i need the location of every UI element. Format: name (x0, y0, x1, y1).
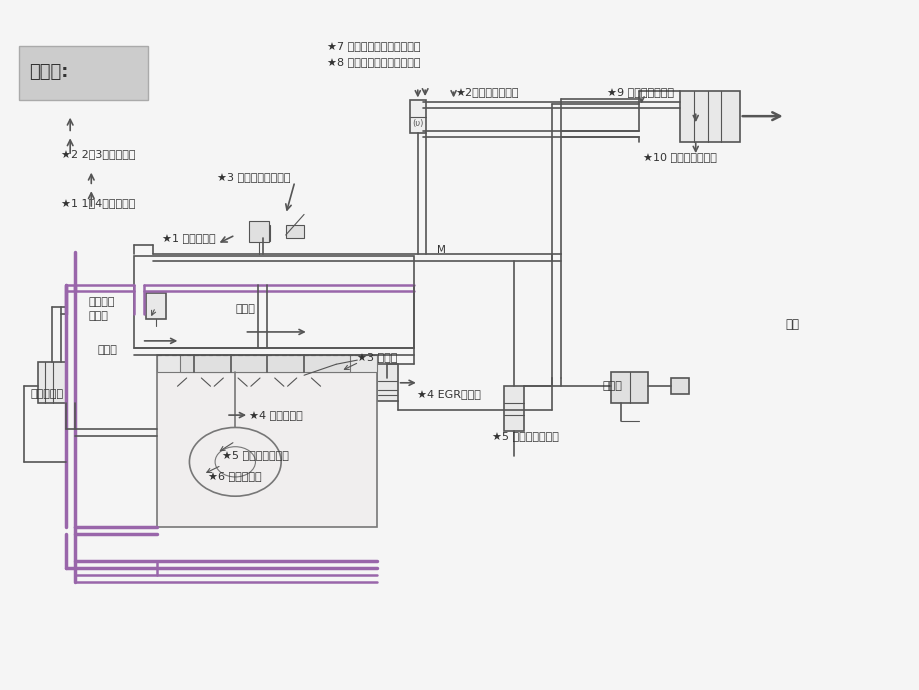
Text: M: M (437, 245, 446, 255)
Bar (146, 293, 166, 319)
Bar (180, 355, 349, 373)
Bar (504, 386, 524, 431)
Bar (38, 362, 65, 404)
Bar (185, 370, 203, 378)
Bar (157, 355, 377, 527)
Text: ★1 1，4缸氧传感器: ★1 1，4缸氧传感器 (61, 199, 135, 208)
Bar (670, 378, 688, 395)
Text: ★5 曲轴角度传感器: ★5 曲轴角度传感器 (221, 450, 288, 460)
Text: 位置图:: 位置图: (28, 63, 68, 81)
Text: (υ): (υ) (412, 119, 423, 128)
Bar (409, 100, 425, 133)
Text: ★3 喷油器: ★3 喷油器 (357, 353, 397, 362)
Text: ★4 水温传感器: ★4 水温传感器 (249, 410, 302, 420)
Bar (679, 90, 739, 142)
Bar (295, 370, 312, 378)
Text: 燃油压力: 燃油压力 (88, 297, 115, 307)
Text: ★1 机油调节阀: ★1 机油调节阀 (162, 233, 215, 244)
FancyBboxPatch shape (18, 46, 148, 99)
Text: 触媒转换器: 触媒转换器 (30, 389, 63, 400)
Bar (611, 373, 647, 404)
Text: 空气: 空气 (785, 318, 799, 331)
Text: 调节器: 调节器 (88, 311, 108, 321)
Bar (377, 364, 397, 402)
Text: ★4 EGR电磁阀: ★4 EGR电磁阀 (416, 389, 481, 400)
Text: ★3 凸轮轴位置传感器: ★3 凸轮轴位置传感器 (217, 172, 290, 181)
Bar (258, 370, 277, 378)
Bar (286, 225, 304, 239)
Text: 过滤器: 过滤器 (602, 382, 621, 391)
Text: ★5 净化控制电磁阀: ★5 净化控制电磁阀 (492, 431, 559, 441)
Text: ★2节气门伺服系统: ★2节气门伺服系统 (455, 87, 518, 97)
Text: 到油箱: 到油箱 (97, 345, 118, 355)
Bar (249, 221, 269, 242)
Bar (134, 257, 414, 348)
Bar (157, 355, 377, 373)
Bar (256, 226, 270, 241)
Text: 从油泵: 从油泵 (235, 304, 255, 313)
Text: ★10 空气流量传感器: ★10 空气流量传感器 (642, 152, 717, 162)
Text: ★8 节气门位置传感器（副）: ★8 节气门位置传感器（副） (326, 57, 420, 67)
Bar (221, 370, 240, 378)
Text: ★9 进气温度传感器: ★9 进气温度传感器 (607, 87, 673, 97)
Text: ★7 节气门位置传感器（主）: ★7 节气门位置传感器（主） (326, 41, 420, 51)
Text: ★2 2，3缸氧传感器: ★2 2，3缸氧传感器 (61, 149, 135, 159)
Text: ★6 爆震传感器: ★6 爆震传感器 (208, 471, 261, 480)
